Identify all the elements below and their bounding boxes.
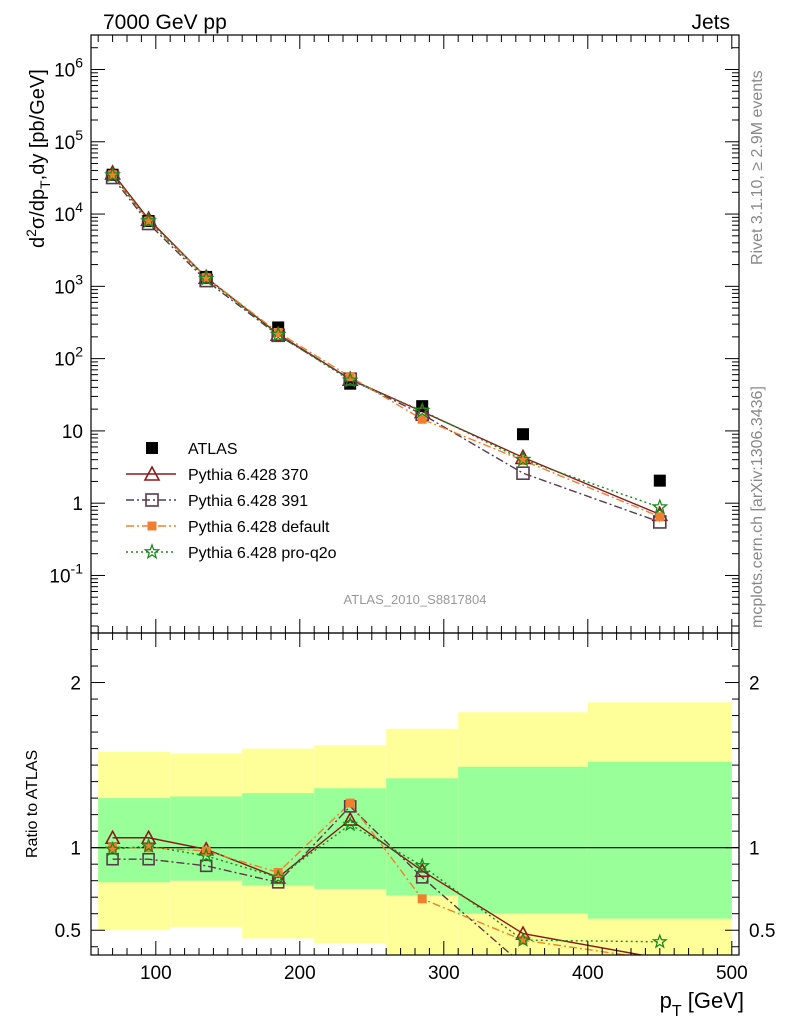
ratio-point-series-2 <box>518 935 528 945</box>
ratio-point-series-1 <box>106 852 119 866</box>
main-point-series-4 <box>140 212 158 229</box>
legend-marker-2 <box>145 493 159 507</box>
ratio-point-series-2 <box>144 843 154 853</box>
ratio-point-series-1 <box>142 852 155 866</box>
main-ylabel: d2σ/dpT,dy [pb/GeV] <box>23 69 53 248</box>
legend-label-4: Pythia 6.428 pro-q2o <box>188 545 337 562</box>
x-tick-label: 100 <box>140 963 172 984</box>
ratio-point-series-3 <box>515 931 531 947</box>
main-y-tick-label: 104 <box>54 199 83 226</box>
main-point-series-3 <box>417 414 427 424</box>
main-panel-frame <box>90 34 740 634</box>
main-point-series-3 <box>655 512 665 522</box>
analysis-label: ATLAS_2010_S8817804 <box>344 592 487 607</box>
ratio-y-tick-label: 1 <box>70 839 81 860</box>
main-line-series-2 <box>112 177 661 523</box>
band-green-1 <box>170 796 243 881</box>
x-tick-label: 500 <box>716 963 748 984</box>
header-left: 7000 GeV pp <box>103 11 227 34</box>
band-green-6 <box>587 761 732 919</box>
main-point-series-4 <box>514 450 532 467</box>
x-tick-label: 300 <box>428 963 460 984</box>
legend-label-2: Pythia 6.428 391 <box>188 493 308 510</box>
ratio-point-series-0 <box>342 811 359 826</box>
main-point-series-4 <box>413 401 431 418</box>
legend-marker-4 <box>143 543 161 560</box>
legend-label-1: Pythia 6.428 370 <box>188 467 308 484</box>
ratio-point-series-2 <box>417 894 427 904</box>
main-point-series-3 <box>345 372 355 382</box>
ratio-point-series-3 <box>414 857 431 873</box>
main-y-tick-label: 10-1 <box>49 560 83 587</box>
main-point-series-4 <box>269 325 287 342</box>
band-green-5 <box>458 766 588 914</box>
legend-marker-0 <box>146 442 158 454</box>
legend-label-3: Pythia 6.428 default <box>188 519 330 536</box>
ratio-line-series-0 <box>112 818 646 955</box>
main-point-series-3 <box>108 170 118 180</box>
main-point-series-3 <box>144 216 154 226</box>
ratio-point-series-3 <box>198 847 215 863</box>
ratio-point-series-3 <box>270 869 287 885</box>
x-tick-label: 400 <box>572 963 604 984</box>
main-point-series-3 <box>201 273 211 283</box>
ratio-y-tick-label: 2 <box>70 674 81 695</box>
ratio-line-series-3 <box>112 823 660 943</box>
main-point-series-4 <box>341 371 359 388</box>
ratio-point-series-3 <box>104 840 121 857</box>
main-point-series-0 <box>653 474 666 487</box>
ratio-y-tick-label-right: 0.5 <box>749 921 775 942</box>
ratio-panel-frame <box>90 632 740 956</box>
ratio-line-series-1 <box>112 805 513 955</box>
ratio-y-tick-label-right: 2 <box>749 674 760 695</box>
ratio-point-series-2 <box>108 843 118 853</box>
ratio-point-series-3 <box>651 933 668 949</box>
main-point-series-4 <box>651 498 669 515</box>
ratio-point-series-3 <box>342 816 359 832</box>
main-point-series-4 <box>197 269 215 286</box>
main-y-tick-label: 102 <box>54 344 83 371</box>
main-line-series-1 <box>112 172 661 516</box>
ratio-y-tick-label: 0.5 <box>55 921 81 942</box>
legend-marker-3 <box>147 521 157 531</box>
ratio-y-tick-label-right: 1 <box>749 839 760 860</box>
x-axis-label: pT [GeV] <box>660 988 744 1020</box>
main-y-tick-label: 1 <box>72 494 83 515</box>
legend-label-0: ATLAS <box>188 441 238 458</box>
ratio-ylabel: Ratio to ATLAS <box>24 750 41 858</box>
main-point-series-0 <box>517 428 529 441</box>
rivet-label: Rivet 3.1.10, ≥ 2.9M events <box>749 70 766 265</box>
main-line-series-4 <box>112 174 661 508</box>
main-point-series-3 <box>273 327 283 337</box>
ratio-point-series-3 <box>140 837 157 853</box>
x-tick-label: 200 <box>284 963 316 984</box>
legend-marker-1 <box>143 465 161 481</box>
main-point-series-3 <box>518 455 528 465</box>
main-y-tick-label: 10 <box>62 422 83 443</box>
header-right: Jets <box>691 11 730 34</box>
ratio-point-series-1 <box>199 859 213 873</box>
main-point-series-2 <box>516 466 530 480</box>
ratio-point-series-1 <box>415 871 429 884</box>
main-y-tick-label: 106 <box>54 54 83 81</box>
main-line-series-3 <box>112 174 661 518</box>
mcplots-label: mcplots.cern.ch [arXiv:1306.3436] <box>749 386 766 628</box>
main-y-tick-label: 105 <box>54 127 83 154</box>
ratio-point-series-2 <box>345 798 355 808</box>
main-point-series-4 <box>104 166 122 183</box>
main-y-tick-label: 103 <box>54 271 83 298</box>
